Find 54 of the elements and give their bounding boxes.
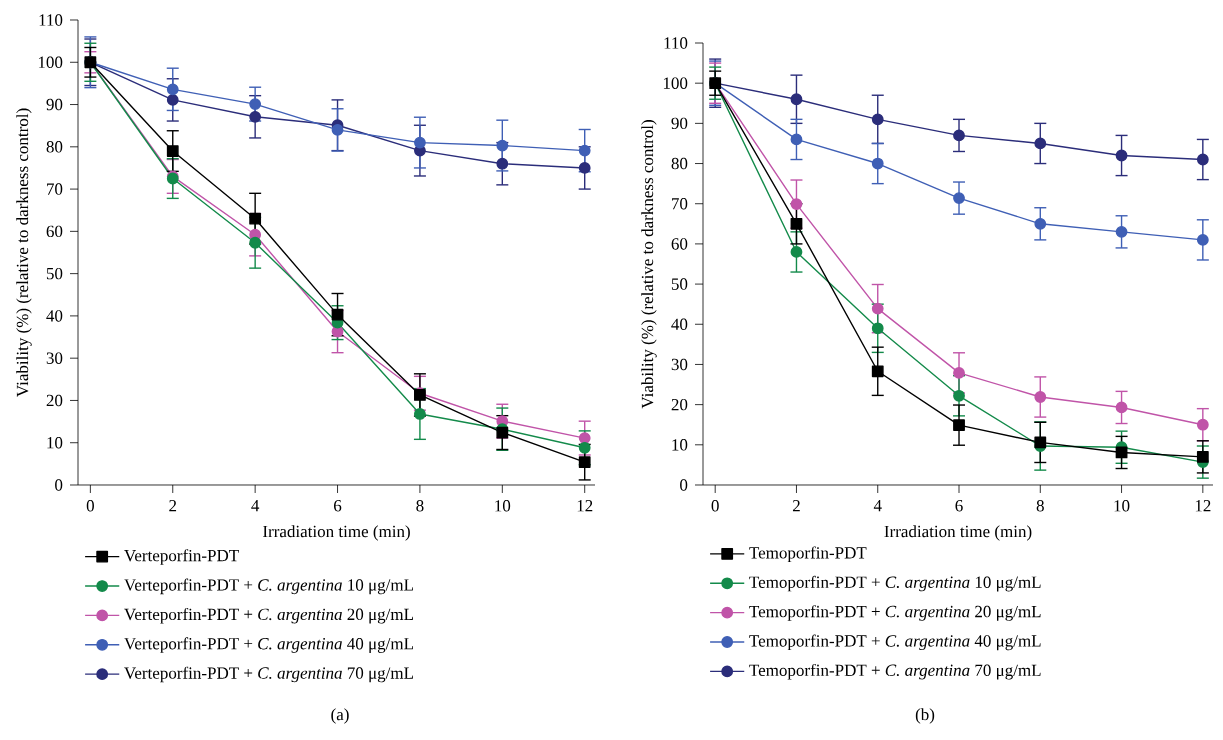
legend-label: Verteporfin-PDT + C. argentina 10 μg/mL: [124, 578, 413, 595]
legend-label: Verteporfin-PDT: [124, 549, 239, 565]
legend-label: Temoporfin-PDT + C. argentina 20 μg/mL: [749, 605, 1041, 621]
x-tick-label: 12: [1195, 500, 1211, 512]
text: (b): [915, 708, 935, 724]
legend-label: Verteporfin-PDT + C. argentina 70 μg/mL: [124, 666, 413, 683]
x-tick-label: 2: [169, 500, 177, 512]
x-axis-title: Irradiation time (min): [263, 525, 410, 541]
y-tick-label: 60: [46, 225, 63, 238]
legend-label: Temoporfin-PDT + C. argentina 10 μg/mL: [749, 575, 1041, 592]
x-tick-label: 8: [416, 500, 424, 512]
y-tick-label: 60: [671, 238, 688, 250]
y-tick-label: 30: [671, 358, 688, 371]
legend-label: Temoporfin-PDT + C. argentina 40 μg/mL: [749, 634, 1041, 651]
y-tick-label: 110: [664, 37, 688, 49]
x-tick-label: 2: [792, 500, 800, 512]
x-tick-label: 4: [873, 500, 882, 512]
legend-label: Temoporfin-PDT + C. argentina 70 μg/mL: [749, 663, 1041, 680]
y-tick-label: 90: [46, 98, 63, 111]
legend-label: Verteporfin-PDT + C. argentina 40 μg/mL: [124, 637, 413, 653]
x-axis-title: Irradiation time (min): [884, 525, 1032, 541]
y-tick-label: 30: [46, 352, 63, 364]
y-tick-label: 100: [38, 56, 63, 68]
y-tick-label: 40: [671, 318, 688, 330]
x-tick-label: 6: [334, 500, 342, 512]
legend-label: Temoporfin-PDT: [749, 546, 867, 562]
y-tick-label: 90: [671, 117, 688, 130]
y-tick-label: 80: [46, 141, 63, 153]
y-tick-label: 40: [46, 310, 63, 322]
y-tick-label: 110: [39, 14, 63, 26]
y-axis-title: Viability (%) (relative to darkness control): [16, 108, 32, 397]
x-tick-label: 12: [577, 500, 593, 512]
x-tick-label: 0: [711, 500, 719, 512]
legend-label: Verteporfin-PDT + C. argentina 20 μg/mL: [124, 607, 413, 624]
x-tick-label: 10: [495, 500, 511, 512]
y-tick-label: 0: [680, 479, 688, 491]
y-tick-label: 70: [672, 198, 688, 210]
y-tick-label: 70: [47, 183, 63, 195]
y-tick-label: 0: [55, 479, 63, 491]
y-tick-label: 80: [671, 157, 688, 170]
y-tick-label: 50: [671, 278, 688, 290]
y-tick-label: 20: [46, 394, 63, 407]
y-tick-label: 50: [46, 267, 63, 280]
y-tick-label: 10: [47, 437, 63, 449]
y-tick-label: 20: [671, 398, 688, 411]
x-tick-label: 10: [1114, 500, 1130, 512]
x-tick-label: 8: [1036, 500, 1044, 512]
y-tick-label: 100: [663, 77, 688, 89]
y-axis-title: Viability (%) (relative to darkness control): [641, 120, 657, 409]
x-tick-label: 6: [955, 500, 963, 512]
x-tick-label: 4: [251, 500, 260, 512]
y-tick-label: 10: [672, 439, 688, 451]
x-tick-label: 0: [86, 500, 94, 512]
text: (a): [331, 708, 349, 724]
